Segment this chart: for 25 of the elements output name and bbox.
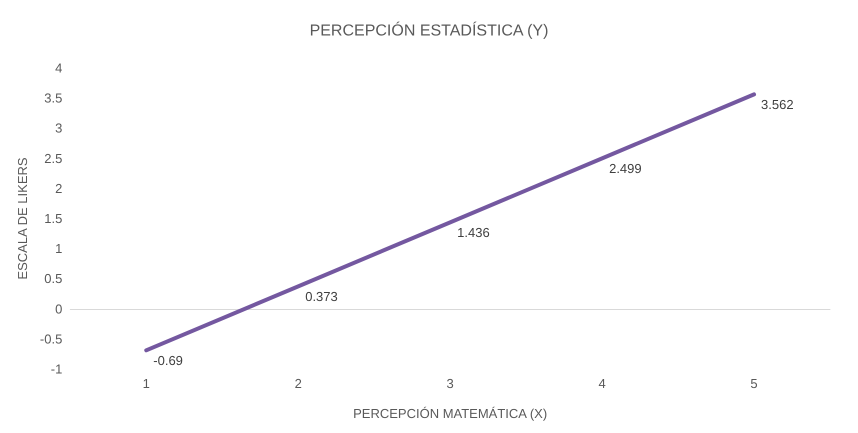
y-tick-label: 0.5	[44, 271, 62, 286]
x-tick-label: 3	[446, 376, 454, 391]
data-label: 2.499	[609, 160, 642, 176]
x-tick-label: 5	[750, 376, 758, 391]
y-axis-title: ESCALA DE LIKERS	[15, 157, 30, 280]
y-tick-label: 3.5	[44, 90, 62, 106]
y-tick-label: 4	[55, 60, 62, 76]
y-tick-label: 1	[55, 241, 62, 256]
y-tick-label: -0.5	[40, 331, 62, 346]
line-series	[144, 92, 756, 352]
y-tick-label: 2	[55, 180, 62, 196]
chart-title: PERCEPCIÓN ESTADÍSTICA (Y)	[310, 22, 548, 40]
y-tick-label: 0	[55, 301, 62, 316]
y-tick-label: 2.5	[44, 150, 62, 166]
y-tick-label: 3	[55, 120, 62, 136]
x-tick-label: 2	[294, 376, 302, 391]
y-tick-label: -1	[50, 362, 62, 376]
x-tick-label: 4	[598, 376, 606, 391]
y-tick-label: 1.5	[44, 211, 62, 226]
data-label: 1.436	[457, 224, 490, 240]
data-label: 3.562	[761, 96, 794, 112]
x-axis-title: PERCEPCIÓN MATEMÁTICA (X)	[353, 406, 548, 421]
data-label: 0.373	[305, 288, 338, 304]
data-label: -0.69	[153, 352, 183, 368]
x-tick-label: 1	[142, 376, 150, 391]
